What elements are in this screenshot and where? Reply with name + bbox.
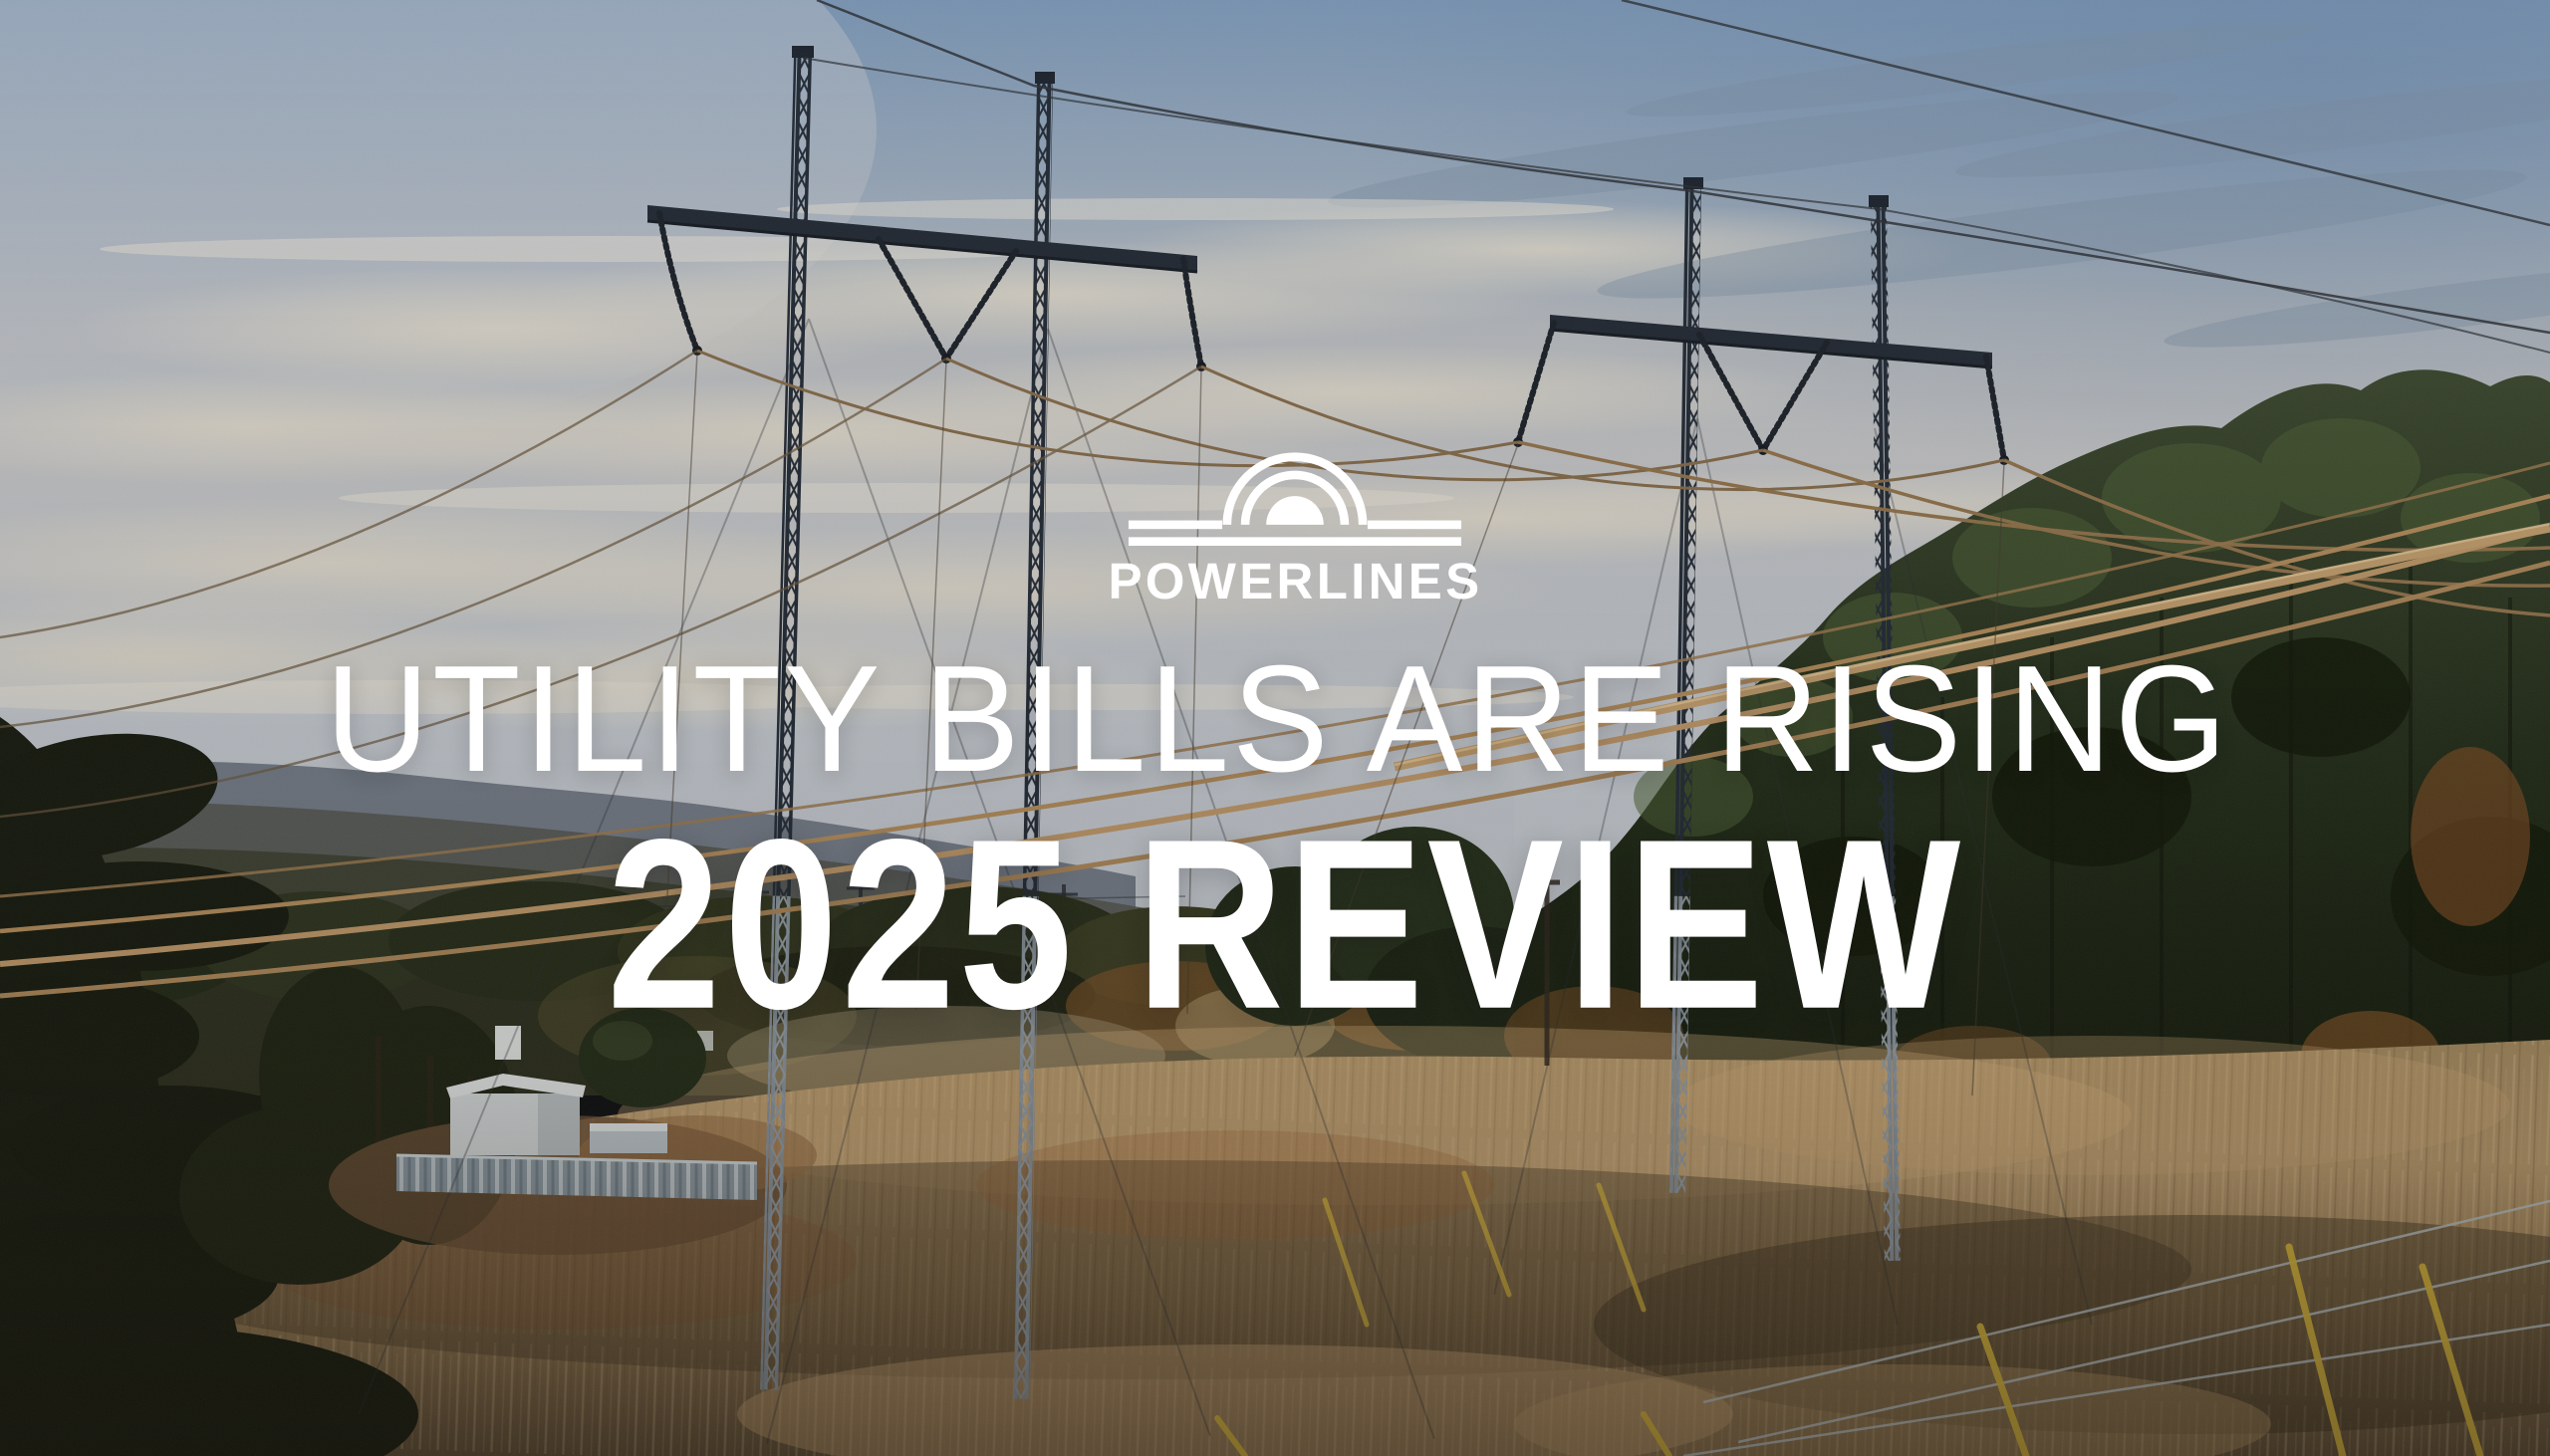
title-line-2: 2025 REVIEW xyxy=(607,789,1964,1060)
brand-logo: POWERLINES xyxy=(1108,450,1482,607)
sunrise-logo-icon xyxy=(1129,452,1462,546)
brand-name: POWERLINES xyxy=(1108,553,1483,609)
title-line-1: UTILITY BILLS ARE RISING xyxy=(325,633,2230,804)
